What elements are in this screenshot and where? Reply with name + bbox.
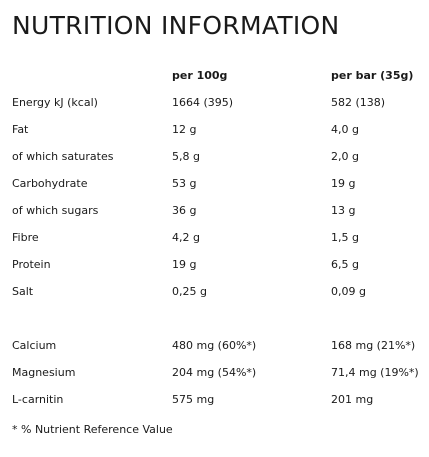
nutrient-label: Protein <box>12 258 51 271</box>
value-per-bar: 168 mg (21%*) <box>331 339 416 352</box>
table-row: Energy kJ (kcal) 1664 (395) 582 (138) <box>12 89 422 116</box>
mineral-label: Calcium <box>12 339 57 352</box>
value-per-bar: 1,5 g <box>331 231 359 244</box>
nutrient-label: Fat <box>12 123 29 136</box>
page-title: NUTRITION INFORMATION <box>12 11 340 40</box>
table-row: Salt 0,25 g 0,09 g <box>12 278 422 305</box>
value-per-100g: 19 g <box>172 258 197 271</box>
mineral-label: Magnesium <box>12 366 76 379</box>
nutrient-label: Carbohydrate <box>12 177 88 190</box>
table-row: of which saturates 5,8 g 2,0 g <box>12 143 422 170</box>
value-per-bar: 6,5 g <box>331 258 359 271</box>
value-per-100g: 575 mg <box>172 393 215 406</box>
value-per-bar: 2,0 g <box>331 150 359 163</box>
nutrient-label: of which saturates <box>12 150 114 163</box>
value-per-100g: 36 g <box>172 204 197 217</box>
value-per-bar: 582 (138) <box>331 96 386 109</box>
table-row: of which sugars 36 g 13 g <box>12 197 422 224</box>
column-header-per-100g: per 100g <box>172 69 228 82</box>
value-per-100g: 0,25 g <box>172 285 207 298</box>
nutrient-label: Energy kJ (kcal) <box>12 96 98 109</box>
column-header-per-bar: per bar (35g) <box>331 69 414 82</box>
nutrient-label: Fibre <box>12 231 39 244</box>
table-row: Carbohydrate 53 g 19 g <box>12 170 422 197</box>
value-per-100g: 53 g <box>172 177 197 190</box>
mineral-label: L-carnitin <box>12 393 64 406</box>
nutrient-label: of which sugars <box>12 204 99 217</box>
value-per-100g: 12 g <box>172 123 197 136</box>
table-row: Magnesium 204 mg (54%*) 71,4 mg (19%*) <box>12 359 422 386</box>
table-row: Calcium 480 mg (60%*) 168 mg (21%*) <box>12 332 422 359</box>
section-spacer <box>12 305 422 332</box>
value-per-bar: 201 mg <box>331 393 374 406</box>
table-header-row: per 100g per bar (35g) <box>12 62 422 89</box>
value-per-bar: 71,4 mg (19%*) <box>331 366 419 379</box>
value-per-100g: 4,2 g <box>172 231 200 244</box>
value-per-100g: 1664 (395) <box>172 96 234 109</box>
value-per-100g: 480 mg (60%*) <box>172 339 257 352</box>
nutrition-table: per 100g per bar (35g) Energy kJ (kcal) … <box>12 62 422 413</box>
value-per-bar: 4,0 g <box>331 123 359 136</box>
value-per-bar: 13 g <box>331 204 356 217</box>
table-row: Fibre 4,2 g 1,5 g <box>12 224 422 251</box>
footnote: * % Nutrient Reference Value <box>12 423 173 436</box>
value-per-100g: 5,8 g <box>172 150 200 163</box>
value-per-100g: 204 mg (54%*) <box>172 366 257 379</box>
value-per-bar: 0,09 g <box>331 285 366 298</box>
value-per-bar: 19 g <box>331 177 356 190</box>
nutrient-label: Salt <box>12 285 34 298</box>
table-row: Protein 19 g 6,5 g <box>12 251 422 278</box>
table-row: Fat 12 g 4,0 g <box>12 116 422 143</box>
table-row: L-carnitin 575 mg 201 mg <box>12 386 422 413</box>
